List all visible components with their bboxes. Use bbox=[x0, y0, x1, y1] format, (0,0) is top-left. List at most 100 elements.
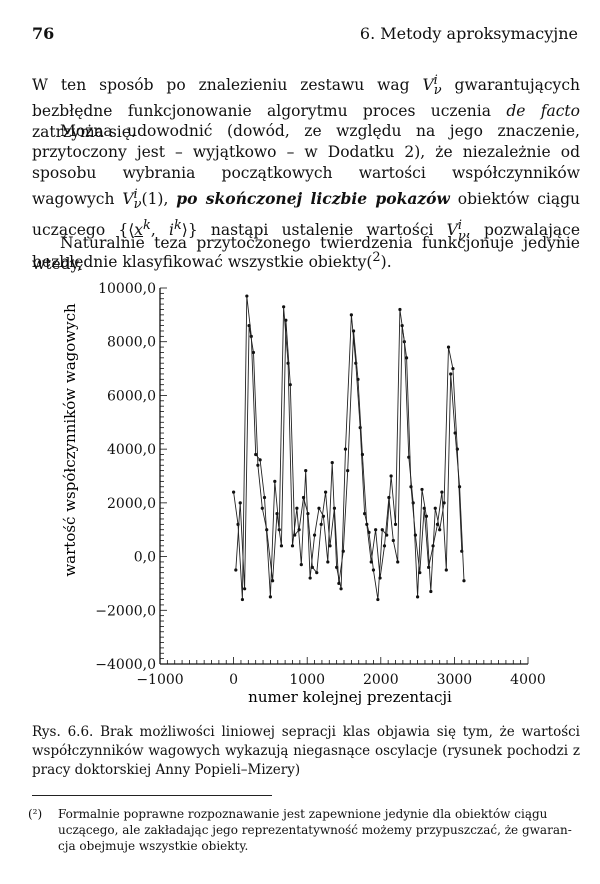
data-point bbox=[258, 458, 262, 462]
y-tick-label: 0,0 bbox=[134, 550, 156, 566]
paragraph-2: Można udowodnić (dowód, ze względu na je… bbox=[32, 121, 580, 273]
data-point bbox=[268, 595, 272, 599]
chapter-title: 6. Metody aproksymacyjne bbox=[359, 24, 578, 43]
y-tick-label: 8000,0 bbox=[107, 335, 156, 351]
data-point bbox=[380, 528, 384, 532]
data-point bbox=[393, 522, 398, 526]
data-point bbox=[346, 469, 350, 473]
data-point bbox=[308, 576, 312, 580]
math-var: i bbox=[168, 221, 174, 240]
data-point bbox=[343, 447, 348, 451]
data-point bbox=[391, 538, 395, 543]
math-sub: ν bbox=[458, 228, 466, 244]
data-point bbox=[326, 560, 330, 564]
data-point bbox=[369, 560, 373, 564]
data-point bbox=[376, 597, 380, 602]
data-point bbox=[262, 495, 267, 500]
data-point bbox=[374, 528, 378, 532]
data-point bbox=[312, 533, 317, 537]
y-axis-label: wartość współczynników wagowych bbox=[61, 303, 79, 577]
data-point bbox=[451, 366, 455, 371]
data-point bbox=[413, 533, 417, 537]
data-point bbox=[337, 581, 341, 586]
x-tick-label: −1000 bbox=[136, 672, 183, 688]
data-point bbox=[453, 431, 457, 435]
math-sup: k bbox=[143, 218, 151, 234]
text-run: Można udowodnić (dowód, ze względu na je… bbox=[32, 122, 580, 209]
data-point bbox=[260, 506, 264, 510]
math-var: V bbox=[446, 221, 458, 240]
x-axis-label: numer kolejnej prezentacji bbox=[248, 688, 452, 706]
footnote-line: uczącego, ale zakładając jego reprezenta… bbox=[58, 823, 572, 837]
data-point bbox=[245, 294, 249, 298]
series-line bbox=[235, 320, 465, 589]
data-point bbox=[332, 506, 337, 510]
data-point bbox=[232, 490, 236, 494]
math-sup: k bbox=[173, 218, 182, 234]
data-point bbox=[240, 597, 245, 602]
data-point bbox=[433, 506, 437, 510]
data-point bbox=[256, 463, 260, 467]
data-point bbox=[444, 568, 448, 572]
data-point bbox=[424, 514, 429, 518]
data-point bbox=[363, 512, 367, 516]
emphasis-text: de facto bbox=[506, 102, 580, 121]
data-point bbox=[438, 528, 442, 532]
text-run: obiektów ciągu uczącego {⟨ bbox=[32, 190, 580, 240]
math-vector: x bbox=[134, 221, 144, 240]
data-point bbox=[442, 501, 446, 505]
y-tick-label: 6000,0 bbox=[107, 388, 156, 404]
data-point bbox=[422, 506, 426, 510]
data-point bbox=[247, 324, 251, 328]
data-point bbox=[420, 487, 424, 492]
data-point bbox=[429, 589, 433, 594]
data-point bbox=[265, 528, 269, 532]
y-tick-label: 2000,0 bbox=[107, 496, 156, 512]
footnote-line: cja obejmuje wszystkie obiekty. bbox=[58, 839, 249, 853]
data-point bbox=[440, 490, 444, 494]
math-sub: ν bbox=[133, 197, 142, 213]
plot-axes: −4000,0 −2000,0 0,0 2000,0 4000,0 6000,0 8000,… bbox=[95, 281, 546, 688]
math-sup: i bbox=[133, 187, 138, 202]
data-point bbox=[243, 587, 247, 591]
x-tick-label: 1000 bbox=[289, 672, 325, 688]
text-run: ⟩} nastąpi ustalenie wartości bbox=[181, 221, 447, 240]
data-point bbox=[389, 474, 393, 478]
math-sub: ν bbox=[433, 83, 442, 99]
data-point bbox=[382, 544, 387, 548]
math-var: V bbox=[122, 190, 134, 209]
data-point bbox=[284, 318, 288, 322]
data-point bbox=[295, 506, 299, 510]
data-point bbox=[299, 563, 303, 567]
y-tick-label: −4000,0 bbox=[95, 657, 156, 673]
data-point bbox=[387, 495, 391, 500]
text-run: , bbox=[150, 221, 169, 240]
data-point bbox=[238, 501, 242, 505]
footnote: (²) Formalnie poprawne rozpoznawanie jest… bbox=[28, 806, 576, 854]
data-point bbox=[349, 313, 353, 317]
data-point bbox=[282, 305, 286, 309]
data-point bbox=[328, 544, 332, 548]
data-point bbox=[319, 522, 323, 526]
oscillation-chart: −4000,0 −2000,0 0,0 2000,0 4000,0 6000,0 8000,… bbox=[61, 281, 546, 706]
data-point bbox=[290, 544, 295, 548]
math-sup: i bbox=[433, 73, 438, 88]
data-point bbox=[404, 356, 409, 360]
data-point bbox=[365, 522, 369, 526]
data-point bbox=[378, 576, 382, 580]
footnote-marker: (²) bbox=[28, 807, 43, 821]
data-point bbox=[396, 560, 400, 564]
data-point bbox=[304, 469, 308, 473]
data-point bbox=[315, 571, 319, 575]
data-point bbox=[341, 549, 345, 553]
data-point bbox=[351, 329, 356, 333]
emphasis-text: po skończonej liczbie pokazów bbox=[176, 189, 450, 209]
series-line bbox=[233, 296, 463, 600]
data-point bbox=[251, 350, 256, 355]
data-point bbox=[330, 460, 334, 465]
data-point bbox=[418, 571, 422, 575]
data-point bbox=[449, 372, 453, 376]
page-header: 76 6. Metody aproksymacyjne bbox=[32, 24, 578, 44]
data-point bbox=[435, 522, 440, 526]
paragraph-3: Naturalnie teza przytoczonego twierdzeni… bbox=[32, 234, 580, 273]
